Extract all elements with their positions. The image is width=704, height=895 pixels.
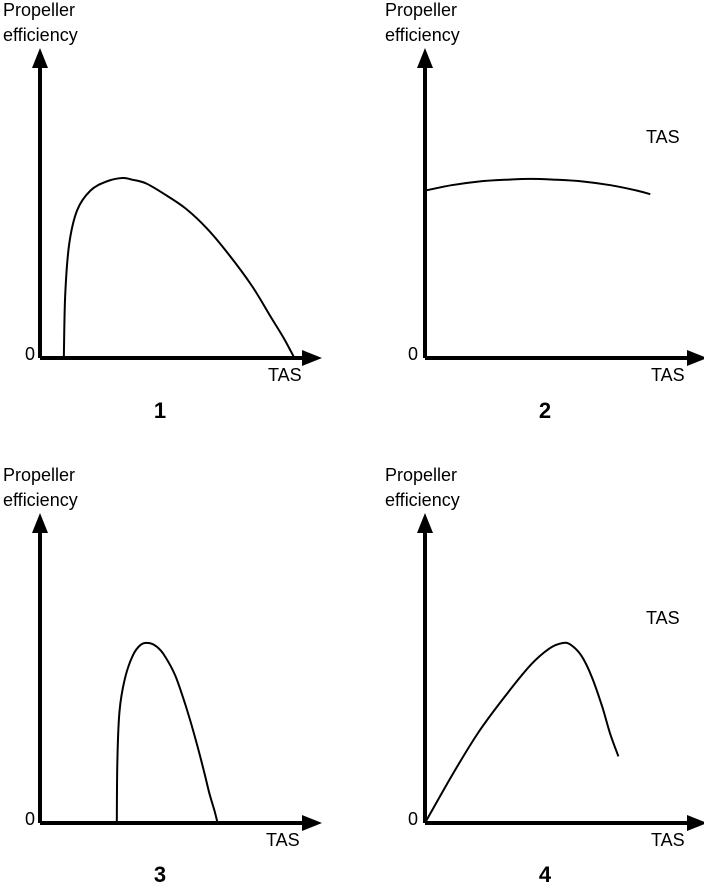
y-axis-label-line-2: efficiency [385,25,460,45]
y-axis-arrow [32,48,48,68]
efficiency-curve-3 [115,641,219,824]
y-axis-label-line-2: efficiency [3,25,78,45]
y-axis-label-line-1: Propeller [3,0,75,20]
x-axis-label: TAS [266,830,300,850]
floating-tas-label: TAS [646,608,680,628]
y-axis-arrow [32,513,48,533]
y-axis-label-line-1: Propeller [385,465,457,485]
x-axis-arrow [302,815,322,831]
x-axis-arrow [687,350,704,366]
x-axis-label: TAS [651,830,685,850]
x-axis-arrow [302,350,322,366]
floating-tas-label: TAS [646,127,680,147]
chart-panel-3: Propeller efficiency TAS 0 [3,465,322,850]
chart-panel-4: Propeller efficiency TAS 0 TAS [385,465,704,850]
y-axis-label-line-2: efficiency [3,490,78,510]
efficiency-curve-2 [424,177,651,196]
chart-panel-1: Propeller efficiency TAS 0 [3,0,322,385]
panel-number-3: 3 [154,862,166,887]
efficiency-curve-4 [424,641,620,824]
panel-number-1: 1 [154,398,166,423]
origin-label: 0 [25,809,35,829]
origin-label: 0 [25,344,35,364]
x-axis-arrow [687,815,704,831]
y-axis-label-line-2: efficiency [385,490,460,510]
chart-panel-2: Propeller efficiency TAS 0 TAS [385,0,704,385]
origin-label: 0 [408,344,418,364]
x-axis-label: TAS [651,365,685,385]
panel-number-4: 4 [539,862,552,887]
y-axis-label-line-1: Propeller [385,0,457,20]
y-axis-arrow [417,513,433,533]
y-axis-label-line-1: Propeller [3,465,75,485]
x-axis-label: TAS [268,365,302,385]
origin-label: 0 [408,809,418,829]
panel-number-2: 2 [539,398,551,423]
y-axis-arrow [417,48,433,68]
efficiency-curve-1 [62,176,296,359]
